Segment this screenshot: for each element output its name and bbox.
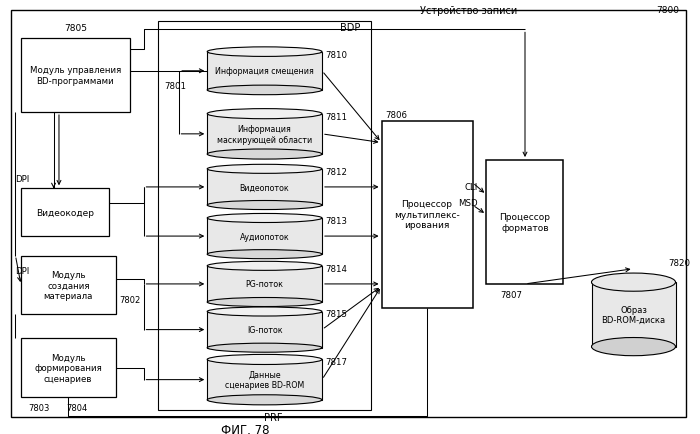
Text: 7814: 7814 [326, 264, 347, 273]
Ellipse shape [207, 165, 322, 174]
Text: IG-поток: IG-поток [247, 326, 282, 334]
Text: Видеопоток: Видеопоток [239, 183, 290, 192]
Ellipse shape [207, 86, 322, 95]
Ellipse shape [207, 343, 322, 352]
Text: CLI: CLI [464, 182, 477, 191]
Ellipse shape [207, 395, 322, 405]
Text: Устройство записи: Устройство записи [420, 6, 517, 16]
Text: 7811: 7811 [326, 112, 347, 122]
Text: Процессор
мультиплекс-
ирования: Процессор мультиплекс- ирования [394, 200, 460, 230]
Text: 7807: 7807 [500, 291, 522, 299]
Bar [21, 189, 108, 237]
Text: 7820: 7820 [668, 258, 690, 267]
Bar [207, 53, 322, 91]
Text: ФИГ. 78: ФИГ. 78 [220, 423, 270, 434]
Text: Процессор
форматов: Процессор форматов [500, 213, 550, 232]
Ellipse shape [207, 214, 322, 223]
Text: 7806: 7806 [385, 111, 407, 119]
Text: 7803: 7803 [28, 404, 50, 412]
Ellipse shape [207, 201, 322, 210]
Ellipse shape [207, 109, 322, 119]
Text: Аудиопоток: Аудиопоток [239, 232, 290, 241]
Bar [207, 169, 322, 206]
Ellipse shape [207, 355, 322, 365]
Text: Информация
маскирующей области: Информация маскирующей области [217, 125, 312, 144]
Bar [592, 283, 676, 347]
Text: 7802: 7802 [119, 295, 140, 304]
Text: PRF: PRF [264, 412, 282, 421]
Bar [21, 39, 130, 113]
Ellipse shape [207, 48, 322, 57]
Ellipse shape [592, 338, 676, 356]
Ellipse shape [207, 250, 322, 259]
Text: Данные
сценариев BD-ROM: Данные сценариев BD-ROM [225, 370, 304, 389]
Text: 7817: 7817 [326, 358, 347, 367]
Bar [207, 312, 322, 348]
Text: BDP: BDP [340, 23, 360, 33]
Bar [158, 22, 371, 410]
Bar [21, 339, 116, 397]
Text: PG-поток: PG-поток [246, 280, 284, 289]
Ellipse shape [207, 262, 322, 271]
Text: 7813: 7813 [326, 216, 347, 225]
Ellipse shape [207, 298, 322, 307]
Bar [21, 256, 116, 315]
Text: 7805: 7805 [64, 24, 87, 33]
Text: Образ
BD-ROM-диска: Образ BD-ROM-диска [601, 305, 666, 324]
Text: Информация смещения: Информация смещения [215, 67, 314, 76]
Bar [207, 266, 322, 302]
Bar [207, 218, 322, 255]
Text: Модуль
создания
материала: Модуль создания материала [43, 270, 93, 300]
Text: 7801: 7801 [164, 82, 186, 91]
Ellipse shape [207, 307, 322, 316]
Text: 7815: 7815 [326, 309, 347, 319]
Ellipse shape [592, 273, 676, 292]
Bar [207, 115, 322, 155]
Text: DPI: DPI [15, 267, 29, 276]
Text: 7810: 7810 [326, 50, 347, 59]
Bar [486, 161, 564, 284]
Text: Модуль
формирования
сценариев: Модуль формирования сценариев [34, 353, 102, 383]
Text: 7800: 7800 [656, 7, 679, 15]
Bar [207, 360, 322, 400]
Text: Видеокодер: Видеокодер [36, 208, 94, 217]
Text: 7812: 7812 [326, 167, 347, 176]
Text: Модуль управления
BD-программами: Модуль управления BD-программами [29, 66, 121, 85]
Bar [382, 122, 472, 308]
Ellipse shape [207, 150, 322, 160]
Text: DPI: DPI [15, 174, 29, 183]
Text: MSD: MSD [458, 198, 477, 207]
Text: 7804: 7804 [66, 404, 88, 412]
